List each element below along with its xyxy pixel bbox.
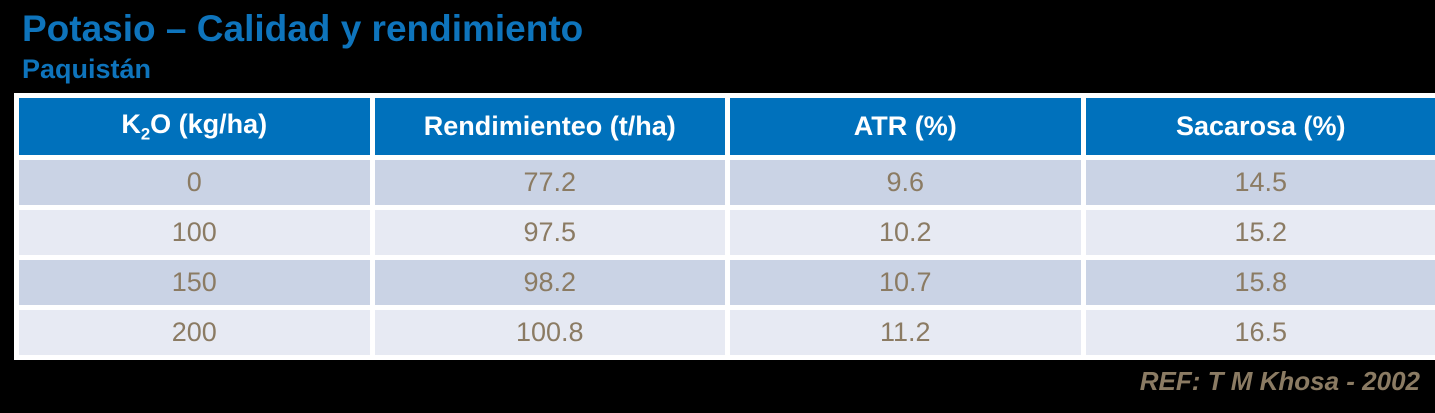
table-row-1: 100 97.5 10.2 15.2: [19, 210, 1435, 255]
table-body: 0 77.2 9.6 14.5 100 97.5 10.2 15.2 150 98.2 10.7 15…: [19, 160, 1435, 355]
column-header-0: K2O (kg/ha): [19, 98, 370, 155]
column-header-2: ATR (%): [730, 98, 1081, 155]
table-cell: 98.2: [374, 260, 725, 305]
table-cell: 16.5: [1085, 310, 1435, 355]
page-subtitle: Paquistán: [22, 54, 152, 84]
reference-text: REF: T M Khosa - 2002: [1139, 366, 1420, 396]
table-row-3: 200 100.8 11.2 16.5: [19, 310, 1435, 355]
table-cell: 150: [19, 260, 370, 305]
table-cell: 15.2: [1085, 210, 1435, 255]
table-header-row: K2O (kg/ha) Rendimienteo (t/ha) ATR (%) Sac…: [19, 98, 1435, 155]
table-cell: 15.8: [1085, 260, 1435, 305]
table-cell: 97.5: [374, 210, 725, 255]
table-cell: 11.2: [730, 310, 1081, 355]
table-cell: 0: [19, 160, 370, 205]
table-cell: 9.6: [730, 160, 1081, 205]
column-header-1: Rendimienteo (t/ha): [374, 98, 725, 155]
table-row-0: 0 77.2 9.6 14.5: [19, 160, 1435, 205]
column-header-3: Sacarosa (%): [1085, 98, 1435, 155]
data-table: K2O (kg/ha) Rendimienteo (t/ha) ATR (%) Sac…: [14, 93, 1435, 360]
table-cell: 10.2: [730, 210, 1081, 255]
table-cell: 200: [19, 310, 370, 355]
table-cell: 100.8: [374, 310, 725, 355]
data-table-container: K2O (kg/ha) Rendimienteo (t/ha) ATR (%) Sac…: [14, 93, 1435, 360]
table-cell: 10.7: [730, 260, 1081, 305]
page-title: Potasio – Calidad y rendimiento: [22, 8, 584, 49]
table-row-2: 150 98.2 10.7 15.8: [19, 260, 1435, 305]
table-cell: 100: [19, 210, 370, 255]
table-cell: 14.5: [1085, 160, 1435, 205]
table-cell: 77.2: [374, 160, 725, 205]
